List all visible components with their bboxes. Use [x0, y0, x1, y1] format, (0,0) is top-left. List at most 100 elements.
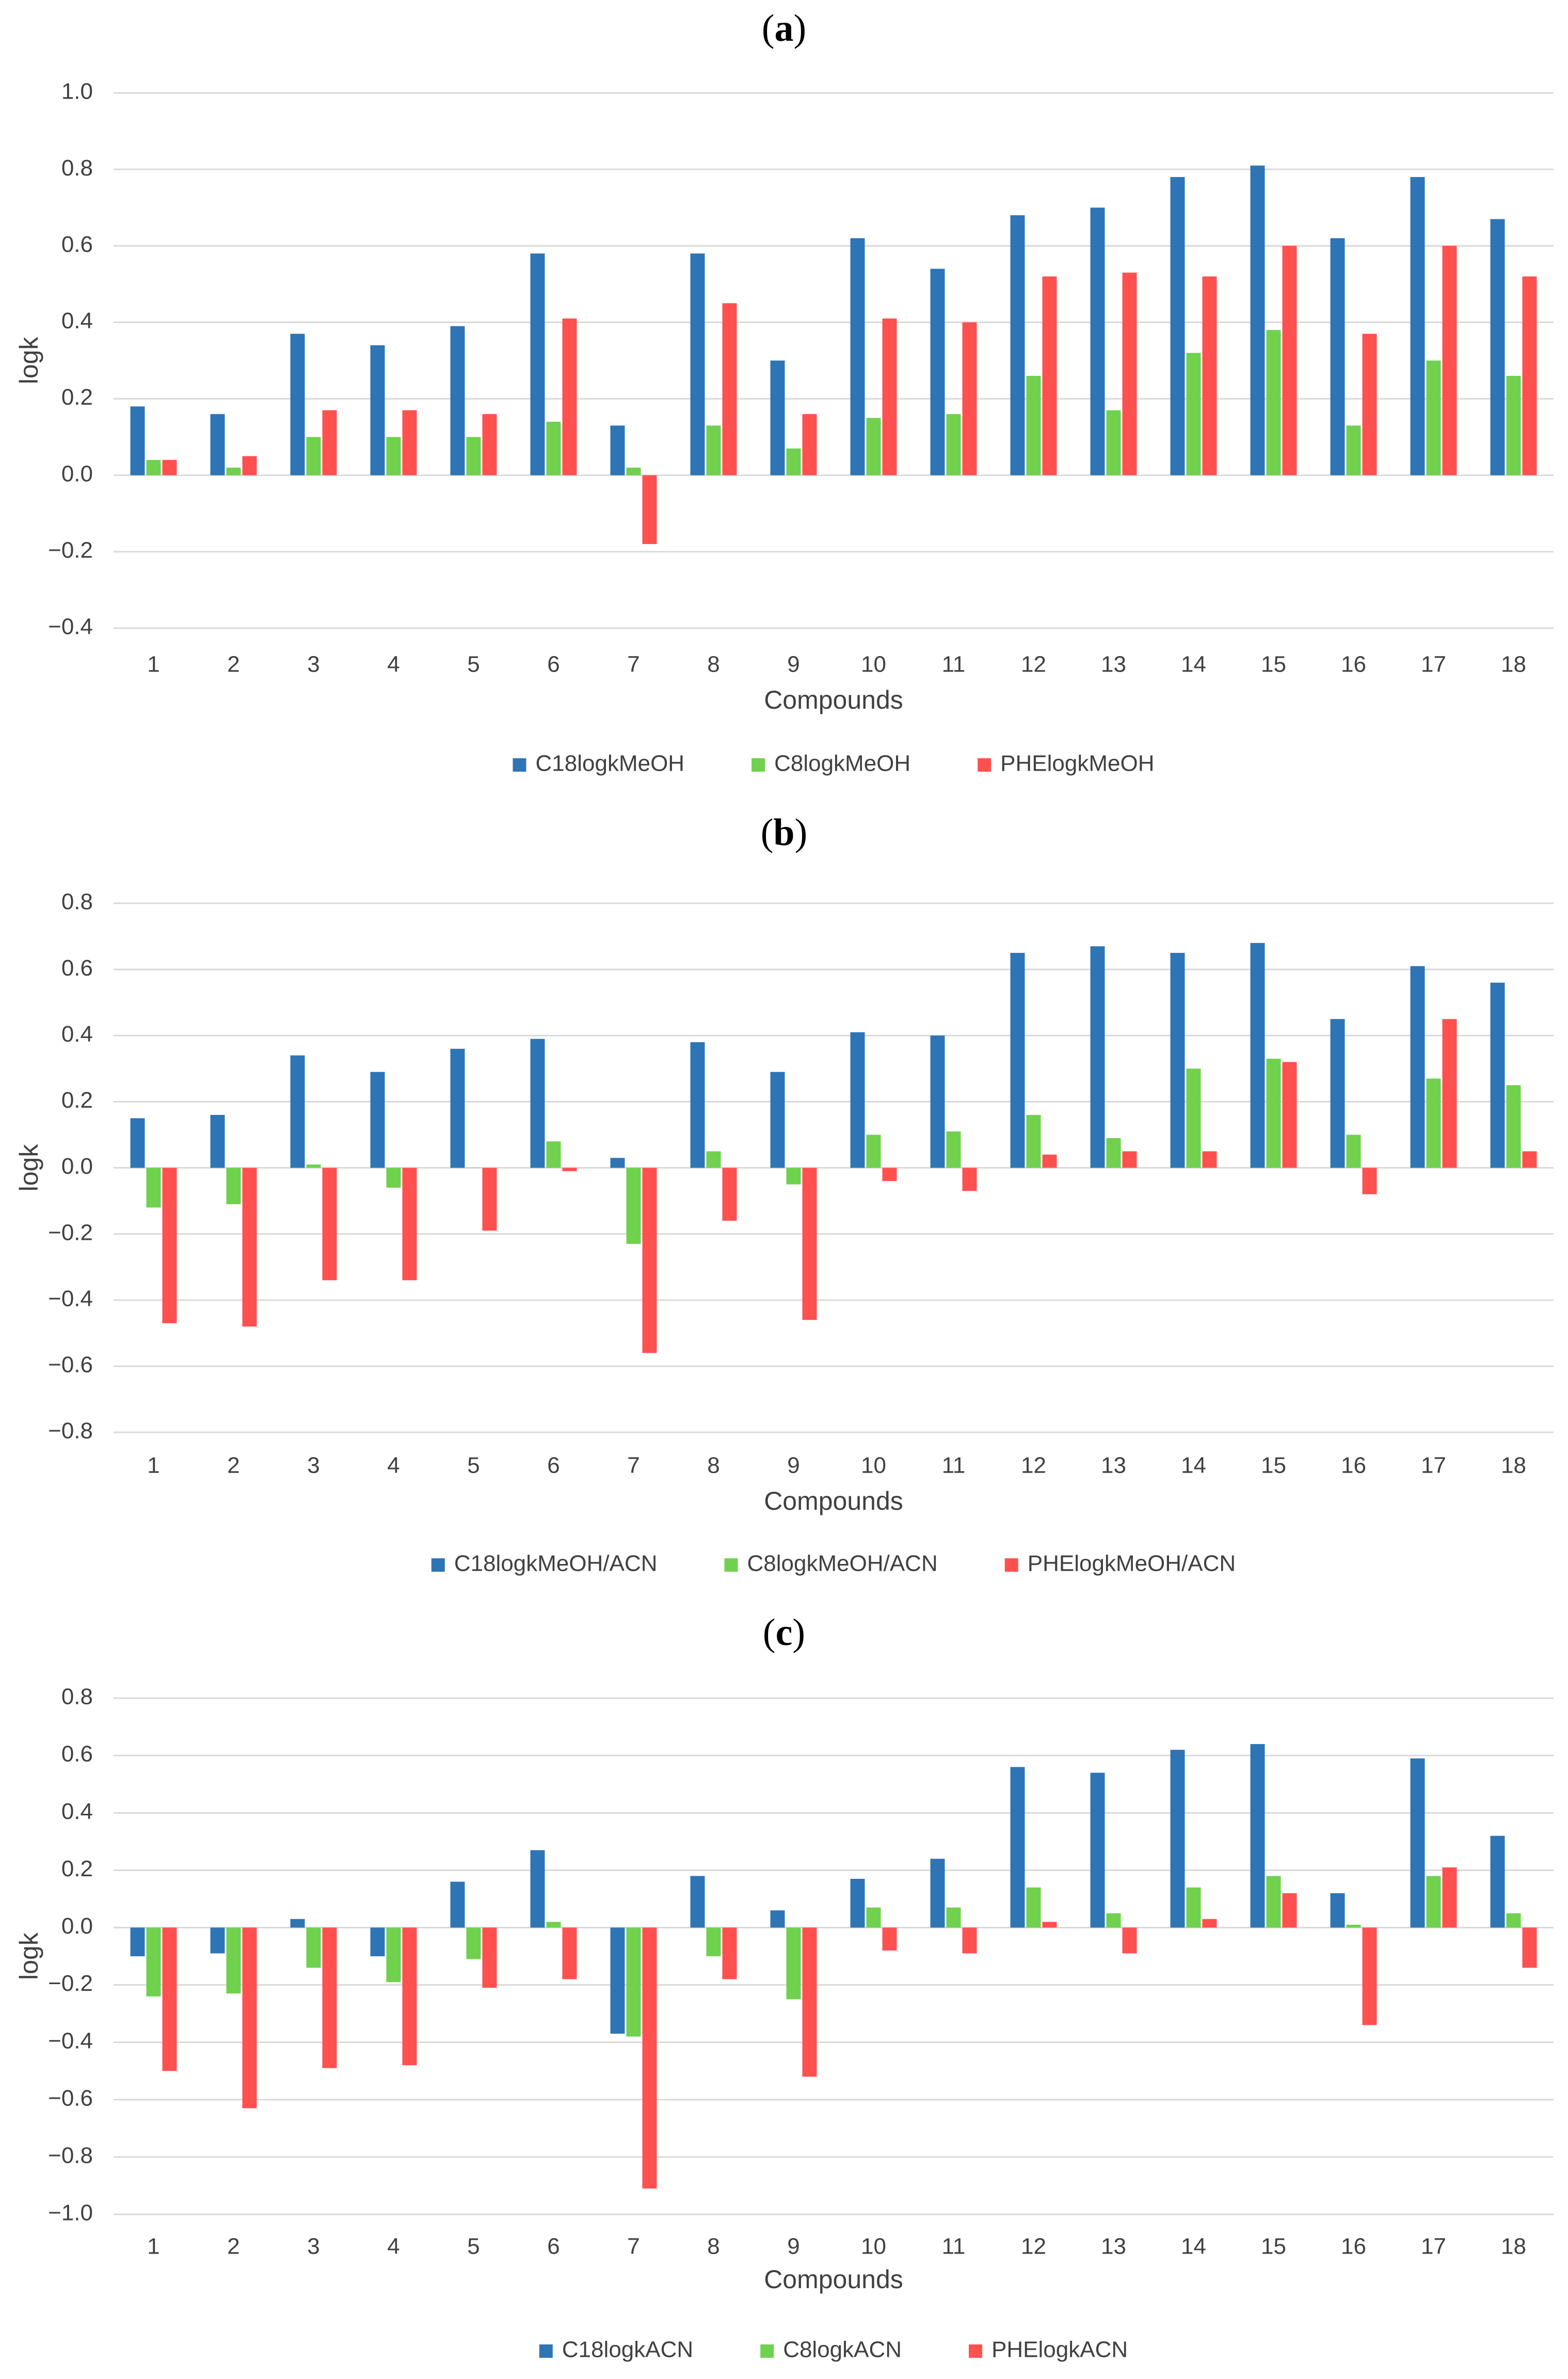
bar-C8logkMeOH/ACN-10 [866, 1135, 881, 1168]
bar-C18logkMeOH/ACN-13 [1090, 946, 1105, 1168]
x-tick-label: 15 [1261, 1453, 1286, 1478]
bar-C8logkACN-6 [546, 1922, 561, 1928]
bar-C18logkMeOH/ACN-17 [1410, 966, 1425, 1168]
bar-C8logkMeOH/ACN-2 [226, 1168, 241, 1204]
bar-C8logkACN-8 [706, 1927, 721, 1956]
panel-title-open: ( [762, 7, 775, 50]
x-tick-label: 12 [1021, 652, 1046, 677]
panel-title-letter: b [773, 811, 794, 854]
y-tick-label: 0.8 [61, 889, 93, 915]
y-axis-title: logk [14, 1144, 43, 1192]
bar-C18logkACN-15 [1250, 1744, 1265, 1928]
bar-C8logkACN-17 [1426, 1876, 1441, 1928]
bar-C8logkMeOH-5 [466, 437, 481, 475]
x-tick-label: 8 [707, 2234, 719, 2259]
panel-title-close: ) [792, 1611, 805, 1654]
x-tick-label: 6 [547, 1453, 559, 1478]
bar-C8logkMeOH-15 [1266, 330, 1281, 475]
x-axis-title: Compounds [764, 1487, 903, 1515]
bar-C8logkMeOH-8 [706, 425, 721, 475]
bar-C8logkMeOH/ACN-11 [946, 1131, 961, 1168]
bar-C18logkACN-13 [1090, 1773, 1105, 1928]
bar-C18logkMeOH-16 [1330, 238, 1345, 475]
panel-title-letter: c [776, 1611, 793, 1654]
bar-C18logkMeOH/ACN-16 [1330, 1019, 1345, 1168]
x-tick-label: 4 [387, 1453, 399, 1478]
x-tick-label: 2 [227, 652, 239, 677]
y-tick-label: 0.2 [61, 1856, 93, 1881]
bar-C8logkACN-7 [626, 1927, 641, 2037]
x-tick-label: 5 [467, 1453, 479, 1478]
bar-PHElogkMeOH-3 [322, 410, 337, 475]
bar-PHElogkMeOH-8 [722, 303, 737, 475]
y-tick-label: −0.2 [48, 537, 93, 563]
y-tick-label: 0.6 [61, 232, 93, 257]
y-axis-title: logk [14, 337, 43, 385]
y-tick-label: 0.8 [61, 1684, 93, 1710]
legend: C18logkACN C8logkACN PHElogkACN [539, 2337, 1128, 2362]
bar-C18logkACN-6 [530, 1850, 545, 1928]
bar-C18logkACN-5 [450, 1881, 465, 1928]
bar-PHElogkMeOH-7 [642, 475, 657, 545]
bar-C18logkMeOH/ACN-12 [1010, 953, 1025, 1168]
bar-C18logkMeOH/ACN-5 [450, 1048, 465, 1168]
x-tick-label: 11 [942, 1453, 966, 1478]
x-tick-label: 1 [147, 1453, 159, 1478]
bar-C18logkMeOH/ACN-6 [530, 1039, 545, 1168]
bar-C18logkMeOH/ACN-15 [1250, 943, 1265, 1168]
x-axis-title: Compounds [764, 685, 903, 714]
x-tick-label: 13 [1101, 652, 1126, 677]
bar-PHElogkACN-3 [322, 1927, 337, 2068]
bar-C18logkMeOH-7 [610, 425, 625, 475]
bar-PHElogkMeOH/ACN-17 [1442, 1019, 1457, 1168]
y-tick-label: 0.4 [61, 1799, 93, 1824]
bar-PHElogkMeOH-4 [402, 410, 417, 475]
x-tick-label: 12 [1021, 2234, 1046, 2259]
bar-PHElogkMeOH-6 [562, 318, 577, 475]
bar-C8logkMeOH/ACN-17 [1426, 1078, 1441, 1168]
bar-C18logkACN-16 [1330, 1893, 1345, 1928]
bar-C18logkACN-2 [210, 1927, 225, 1954]
y-tick-label: 0.6 [61, 955, 93, 981]
x-tick-label: 5 [467, 2234, 479, 2259]
y-tick-label: −0.8 [48, 1418, 93, 1444]
bar-C8logkMeOH/ACN-18 [1506, 1085, 1521, 1168]
bar-C18logkACN-17 [1410, 1758, 1425, 1928]
y-tick-label: 0.0 [61, 1154, 93, 1179]
bar-C18logkACN-4 [370, 1927, 385, 1956]
x-tick-label: 14 [1181, 652, 1206, 677]
y-tick-label: 0.2 [61, 1088, 93, 1113]
bar-C18logkMeOH-13 [1090, 207, 1105, 475]
bar-PHElogkMeOH-16 [1362, 333, 1377, 475]
legend-label: C8logkMeOH [774, 751, 910, 776]
x-tick-label: 3 [307, 2234, 319, 2259]
bar-C8logkACN-1 [146, 1927, 161, 1997]
x-tick-label: 2 [227, 1453, 239, 1478]
x-tick-label: 9 [787, 652, 799, 677]
bar-PHElogkMeOH-15 [1282, 246, 1297, 475]
panel-title-close: ) [795, 811, 808, 854]
legend-swatch [760, 2344, 774, 2358]
bar-C8logkMeOH/ACN-9 [786, 1168, 801, 1185]
y-tick-label: 1.0 [61, 79, 93, 104]
x-tick-label: 18 [1501, 652, 1526, 677]
bar-C18logkACN-8 [690, 1876, 705, 1928]
bar-PHElogkACN-9 [802, 1927, 817, 2077]
x-tick-label: 3 [307, 652, 319, 677]
bar-C8logkMeOH-10 [866, 418, 881, 475]
panel-title: (b) [761, 811, 807, 854]
y-tick-label: −0.6 [48, 1352, 93, 1378]
y-tick-label: −1.0 [48, 2200, 93, 2226]
bar-PHElogkACN-15 [1282, 1893, 1297, 1928]
x-tick-label: 16 [1341, 2234, 1366, 2259]
bar-C18logkMeOH-9 [770, 360, 785, 475]
bar-PHElogkACN-10 [882, 1927, 897, 1951]
bar-PHElogkMeOH/ACN-4 [402, 1168, 417, 1281]
legend-swatch [751, 758, 765, 772]
bar-PHElogkACN-17 [1442, 1867, 1457, 1928]
x-tick-label: 14 [1181, 2234, 1206, 2259]
x-tick-label: 6 [547, 652, 559, 677]
x-axis-title: Compounds [764, 2265, 903, 2294]
bar-PHElogkMeOH/ACN-11 [962, 1168, 977, 1191]
